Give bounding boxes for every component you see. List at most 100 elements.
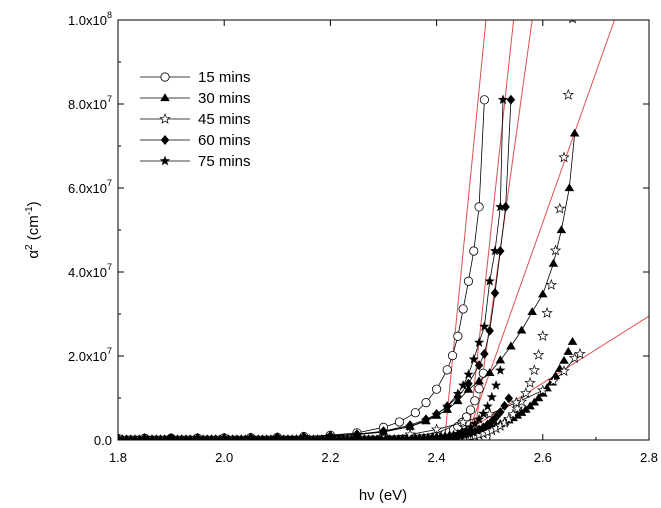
- series-0-point-12: [410, 408, 420, 418]
- series-1-point-26: [564, 183, 575, 192]
- series-3-marker-89: [491, 412, 501, 423]
- series-0-point-11: [394, 417, 405, 427]
- series-4-marker-85: [473, 413, 485, 424]
- series-0-point-17: [453, 331, 463, 341]
- fit-lines: [444, 20, 649, 440]
- series-4-marker-88: [486, 391, 497, 402]
- series-4-marker-87: [482, 400, 493, 411]
- series-4-point-19: [473, 337, 485, 347]
- series-2: [118, 20, 586, 440]
- series-1-point-22: [527, 307, 537, 316]
- series-4-point-17: [463, 369, 474, 379]
- series-0-point-20: [469, 246, 479, 256]
- series-1-marker-105: [559, 355, 569, 364]
- series-1-point-21: [516, 325, 527, 334]
- series-0-point-13: [421, 398, 431, 408]
- series-2-point-10: [457, 416, 469, 428]
- series-4-point-16: [457, 379, 469, 390]
- series-4-point-2: [165, 432, 177, 440]
- series-1-point-19: [495, 355, 506, 364]
- series-0-point-18: [458, 304, 468, 314]
- series-0-marker-83: [465, 405, 476, 415]
- series-1-marker-99: [533, 393, 544, 402]
- series-2-point-17: [574, 347, 586, 359]
- series-4-point-3: [192, 432, 203, 440]
- series-0-marker-86: [478, 368, 488, 378]
- series-4-point-24: [497, 94, 509, 105]
- series-2-marker-94: [511, 402, 524, 414]
- series-4-point-22: [489, 245, 501, 256]
- legend-marker-3: [160, 135, 170, 145]
- y-tick-label-3: 6.0x107: [68, 178, 112, 196]
- legend-label-1: 30 mins: [198, 90, 251, 107]
- series-4-point-0: [118, 432, 124, 440]
- y-tick-label-0: 0.0: [94, 433, 112, 448]
- series-2-marker-98: [528, 364, 541, 376]
- y-tick-label-5: 1.0x108: [68, 10, 112, 28]
- series-0-marker-84: [470, 396, 480, 406]
- series-3-marker-91: [500, 400, 509, 411]
- series-2-point-14: [547, 375, 560, 387]
- series-2-marker-99: [532, 348, 545, 360]
- series-0-point-16: [447, 350, 458, 361]
- series-4-point-15: [452, 388, 464, 399]
- y-axis-title-unit-sup: -1: [24, 206, 35, 215]
- series-4-marker-84: [469, 418, 480, 429]
- series-4-point-14: [442, 400, 453, 411]
- series-1-line: [118, 133, 576, 439]
- series-1-point-23: [538, 289, 548, 298]
- series-3-point-20: [490, 288, 500, 298]
- series-1-point-18: [484, 368, 495, 376]
- series-0-line: [118, 99, 485, 439]
- series-2-marker-101: [541, 307, 553, 318]
- fit-line-0: [444, 20, 487, 440]
- legend-label-4: 75 mins: [198, 153, 251, 170]
- series-4-point-13: [431, 409, 442, 420]
- series-1-point-25: [556, 225, 567, 234]
- series-2-point-13: [537, 384, 549, 396]
- series-4-point-20: [479, 321, 490, 331]
- axes-group: 1.8 2.0 2.2 2.4 2.6 2.8 0.0 2.0x107 4.0x107 6.0x1…: [68, 10, 658, 465]
- series-3-line: [118, 99, 512, 439]
- x-tick-label-4: 2.6: [534, 450, 552, 465]
- series-4-point-11: [404, 421, 416, 431]
- y-tick-label-2: 4.0x107: [68, 262, 112, 280]
- legend-label-0: 15 mins: [198, 69, 251, 86]
- series-group: [118, 20, 586, 440]
- y-axis-title-unit-close: ): [25, 201, 42, 206]
- series-1-point-16: [463, 384, 474, 393]
- series-1-point-27: [569, 128, 580, 137]
- legend-marker-2: [159, 112, 171, 124]
- legend-label-3: 60 mins: [198, 132, 251, 149]
- x-tick-label-5: 2.8: [640, 450, 658, 465]
- y-axis-title-base: α: [25, 250, 42, 259]
- series-3-point-23: [506, 94, 516, 105]
- series-2-marker-105: [558, 151, 570, 163]
- fit-line-2: [452, 315, 649, 440]
- legend-label-2: 45 mins: [198, 111, 251, 128]
- series-2-marker-102: [545, 278, 558, 290]
- series-0-point-14: [431, 384, 442, 394]
- y-axis-title: α2 (cm-1): [24, 201, 42, 258]
- y-axis-title-unit-open: (cm: [25, 215, 42, 244]
- x-tick-label-2: 2.2: [321, 450, 339, 465]
- series-2-marker-95: [515, 395, 528, 407]
- y-tick-label-4: 8.0x107: [68, 94, 112, 112]
- series-2-marker-100: [537, 330, 549, 341]
- x-tick-label-0: 1.8: [109, 450, 127, 465]
- series-4-marker-89: [490, 379, 502, 390]
- legend-marker-4: [159, 155, 171, 166]
- series-4-marker-90: [495, 365, 506, 375]
- series-1-point-24: [548, 258, 559, 267]
- series-2-point-15: [558, 365, 570, 376]
- series-0-point-21: [474, 202, 484, 212]
- series-2-marker-97: [524, 376, 536, 388]
- series-1-marker-103: [550, 371, 561, 380]
- legend-marker-0: [160, 72, 170, 82]
- series-0-point-19: [463, 276, 474, 286]
- series-3-point-21: [496, 246, 505, 256]
- series-2-point-9: [430, 423, 443, 435]
- fit-line-1: [465, 20, 615, 440]
- series-2-marker-96: [520, 387, 532, 399]
